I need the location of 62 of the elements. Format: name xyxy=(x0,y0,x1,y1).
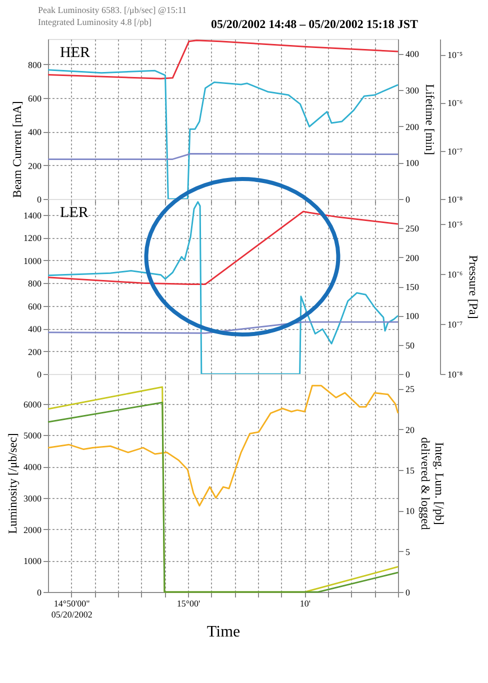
line-series xyxy=(47,201,399,375)
y2-tick-label: 100 xyxy=(406,158,420,168)
y-tick-label: 200 xyxy=(28,346,42,357)
y-tick-label: 4000 xyxy=(24,462,42,472)
y-tick-label: 1000 xyxy=(24,256,42,266)
y2-axis-title: Integ. Lum. [/pb] delivered & logged xyxy=(418,437,446,530)
y2-tick-label: 200 xyxy=(406,122,420,132)
line-series xyxy=(47,384,399,506)
y2-tick-label: 0 xyxy=(406,370,410,380)
y3-tick-label: 10⁻⁷ xyxy=(448,146,463,156)
x-axis-title: Time xyxy=(206,624,240,640)
y-tick-label: 5000 xyxy=(24,430,42,441)
y3-axis-title: Pressure [Pa] xyxy=(466,255,481,319)
y-tick-label: 1400 xyxy=(24,210,42,220)
y2-tick-label: 0 xyxy=(406,588,410,598)
y-tick-label: 0 xyxy=(37,588,42,598)
y2-tick-label: 250 xyxy=(406,224,420,234)
y-tick-label: 0 xyxy=(37,194,42,204)
y3-tick-label: 10⁻⁸ xyxy=(448,194,463,204)
y2-tick-label: 10 xyxy=(406,506,415,516)
y-tick-label: 800 xyxy=(28,60,42,70)
x-tick-label: 15°00' xyxy=(176,598,200,608)
y-axis-title: Luminosity [/μb/sec] xyxy=(6,433,20,534)
annotation: LER xyxy=(60,205,88,221)
y3-tick-label: 10⁻⁵ xyxy=(448,220,463,230)
y-tick-label: 1200 xyxy=(24,233,42,244)
y2-tick-label: 0 xyxy=(406,194,410,204)
y-tick-label: 800 xyxy=(28,278,42,289)
y-tick-label: 200 xyxy=(28,160,42,171)
y2-tick-label: 100 xyxy=(406,311,420,322)
y-tick-label: 600 xyxy=(28,93,42,104)
y2-tick-label: 150 xyxy=(406,282,420,292)
y-axis-title: Beam Current [mA] xyxy=(10,101,24,198)
y2-tick-label: 400 xyxy=(406,49,420,60)
y-tick-label: 1000 xyxy=(24,556,42,566)
y2-axis-title: Lifetime [min] xyxy=(423,84,437,155)
y-tick-label: 400 xyxy=(28,324,42,334)
x-tick-label: 10' xyxy=(300,598,311,608)
y-tick-label: 400 xyxy=(28,127,42,138)
y-tick-label: 2000 xyxy=(24,524,42,535)
y-tick-label: 3000 xyxy=(24,493,42,504)
line-series xyxy=(47,69,399,200)
line-series xyxy=(47,40,399,80)
y3-tick-label: 10⁻⁵ xyxy=(448,50,463,60)
y-tick-label: 0 xyxy=(37,370,42,380)
x-tick-label: 14°50'00" 05/20/2002 xyxy=(51,598,92,620)
y2-tick-label: 15 xyxy=(406,465,415,476)
y-tick-label: 6000 xyxy=(24,399,42,410)
y2-tick-label: 20 xyxy=(406,424,415,435)
chart-subtitle: Peak Luminosity 6583. [/μb/sec] @15:11 Integrated Luminosity 4.8 [/pb] xyxy=(38,5,187,27)
y2-tick-label: 50 xyxy=(406,340,415,350)
chart-title: 05/20/2002 14:48 – 05/20/2002 15:18 JST xyxy=(210,17,418,31)
y3-tick-label: 10⁻⁶ xyxy=(448,98,463,108)
y-tick-label: 600 xyxy=(28,301,42,312)
y3-tick-label: 10⁻⁸ xyxy=(448,370,463,380)
y2-tick-label: 200 xyxy=(406,252,420,263)
y2-tick-label: 5 xyxy=(406,546,410,557)
y2-tick-label: 25 xyxy=(406,384,415,394)
y3-tick-label: 10⁻⁶ xyxy=(448,270,463,280)
y3-tick-label: 10⁻⁷ xyxy=(448,320,463,330)
y2-tick-label: 300 xyxy=(406,85,420,96)
annotation: HER xyxy=(60,45,90,61)
